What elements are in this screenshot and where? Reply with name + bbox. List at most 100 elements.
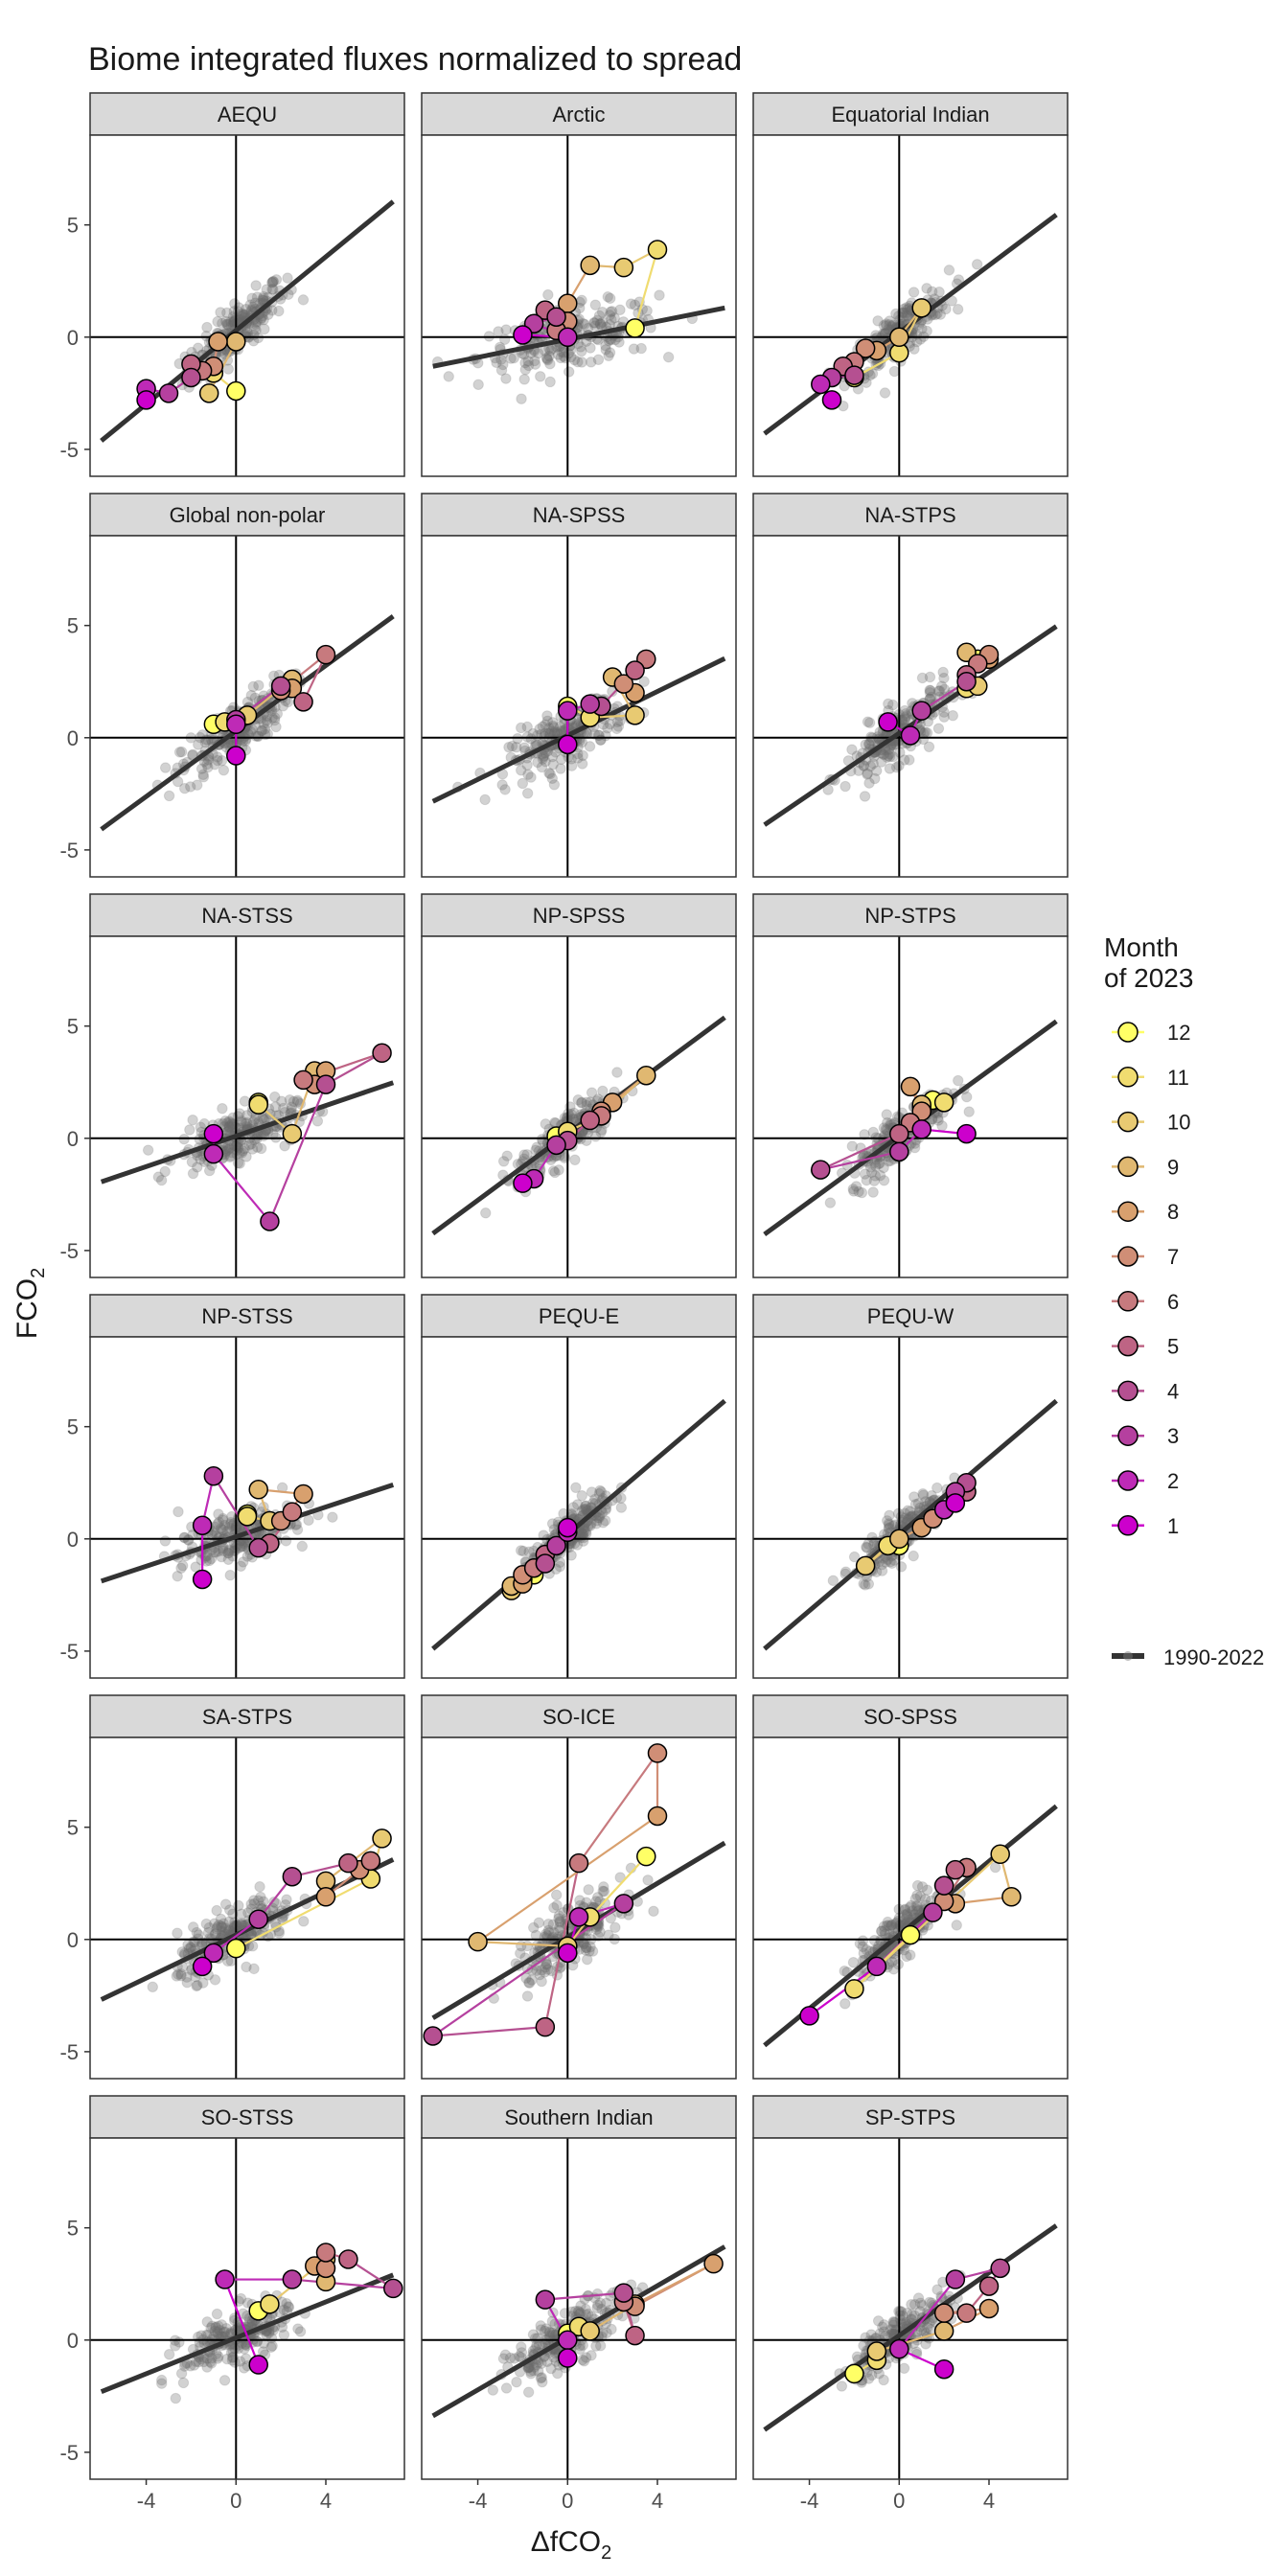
historical-point: [887, 750, 899, 763]
historical-point: [871, 765, 883, 776]
historical-point: [580, 2352, 592, 2363]
historical-point: [884, 1519, 895, 1530]
historical-point: [571, 1539, 584, 1551]
historical-point: [582, 2308, 594, 2320]
legend-item-month-8: 8: [1112, 1200, 1179, 1224]
historical-point: [586, 1486, 598, 1498]
historical-point: [212, 751, 223, 763]
historical-point: [563, 348, 575, 359]
month-point-3: [613, 1894, 634, 1914]
month-point-4: [613, 2283, 634, 2303]
panel-marks: [422, 536, 736, 877]
historical-point: [480, 1208, 492, 1219]
y-tick-label: -5: [59, 2441, 79, 2465]
historical-point: [203, 1554, 216, 1567]
historical-point: [581, 1953, 593, 1966]
historical-point: [291, 1094, 304, 1106]
historical-point: [874, 1169, 886, 1182]
historical-point: [554, 1556, 566, 1569]
historical-point: [940, 303, 952, 315]
historical-point: [943, 264, 955, 276]
historical-point: [183, 1534, 195, 1546]
historical-point: [846, 744, 858, 755]
historical-point: [266, 305, 278, 316]
historical-point: [215, 307, 226, 318]
facet-label: SO-SPSS: [863, 1705, 957, 1729]
historical-point: [840, 1998, 851, 2010]
historical-point: [175, 1562, 187, 1574]
historical-point: [516, 393, 527, 404]
historical-point: [217, 1117, 229, 1130]
historical-point: [257, 294, 268, 306]
historical-point: [211, 2348, 222, 2359]
historical-point: [577, 317, 589, 330]
historical-point: [915, 2325, 928, 2336]
historical-point: [547, 720, 559, 732]
historical-point: [159, 762, 172, 773]
month-point-12: [844, 2363, 864, 2384]
historical-point: [540, 1959, 553, 1970]
panel-marks: [422, 135, 736, 476]
historical-point: [217, 1514, 229, 1526]
historical-point: [878, 2326, 889, 2337]
historical-point: [184, 2360, 196, 2372]
historical-point: [953, 1074, 964, 1087]
historical-point: [212, 1518, 223, 1530]
historical-point: [251, 1141, 264, 1153]
historical-point: [914, 1502, 926, 1514]
historical-point: [281, 1894, 292, 1905]
historical-point: [577, 2354, 588, 2366]
historical-point: [250, 325, 262, 336]
historical-point: [258, 290, 269, 303]
historical-point: [870, 1161, 882, 1172]
historical-point: [587, 1497, 599, 1509]
historical-point: [921, 1884, 933, 1896]
historical-point: [216, 1921, 227, 1933]
historical-point: [897, 307, 909, 318]
historical-point: [824, 1197, 837, 1208]
historical-point: [654, 289, 665, 301]
historical-point: [292, 2323, 304, 2334]
historical-point: [288, 1095, 300, 1108]
month-point-12: [636, 1846, 656, 1867]
historical-point: [593, 310, 606, 322]
historical-point: [279, 1140, 290, 1152]
historical-point: [899, 713, 911, 725]
historical-point: [961, 1091, 973, 1103]
historical-point: [908, 1141, 921, 1154]
historical-point: [533, 2357, 544, 2368]
month-point-4: [282, 1866, 303, 1887]
historical-point: [582, 322, 594, 334]
historical-point: [576, 758, 588, 770]
historical-point: [540, 1962, 552, 1973]
historical-point: [267, 1129, 279, 1140]
historical-point: [951, 1920, 962, 1931]
historical-point: [229, 1917, 241, 1928]
historical-point: [920, 1496, 932, 1507]
historical-point: [159, 1165, 171, 1178]
historical-point: [196, 1554, 207, 1566]
historical-point: [187, 1921, 199, 1933]
legend-item-month-5: 5: [1112, 1335, 1179, 1359]
historical-point: [540, 1118, 551, 1130]
historical-point: [222, 363, 235, 375]
historical-point: [584, 741, 596, 752]
plot-area: [753, 536, 1068, 877]
panel-border: [752, 1336, 1069, 1679]
historical-point: [251, 2335, 263, 2347]
month-point-2: [215, 2269, 235, 2289]
historical-point: [172, 1927, 183, 1939]
historical-point: [553, 1913, 564, 1924]
month-point-5: [338, 1852, 358, 1874]
facet-label: NP-STSS: [201, 1304, 292, 1328]
historical-point: [606, 306, 618, 317]
historical-point: [886, 2324, 899, 2335]
historical-point: [878, 2374, 889, 2386]
historical-point: [534, 1968, 545, 1981]
historical-point: [878, 1920, 890, 1932]
historical-point: [242, 1551, 253, 1562]
historical-point: [241, 1961, 252, 1973]
historical-point: [578, 1525, 590, 1536]
historical-point: [211, 1904, 222, 1917]
historical-point: [192, 1980, 203, 1991]
